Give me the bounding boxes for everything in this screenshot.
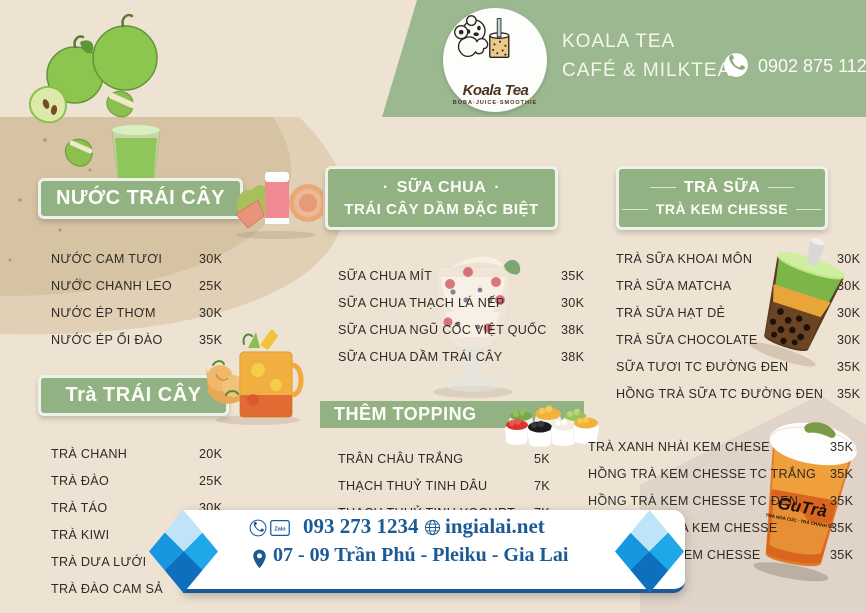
svg-text:Zalo: Zalo <box>274 526 286 532</box>
